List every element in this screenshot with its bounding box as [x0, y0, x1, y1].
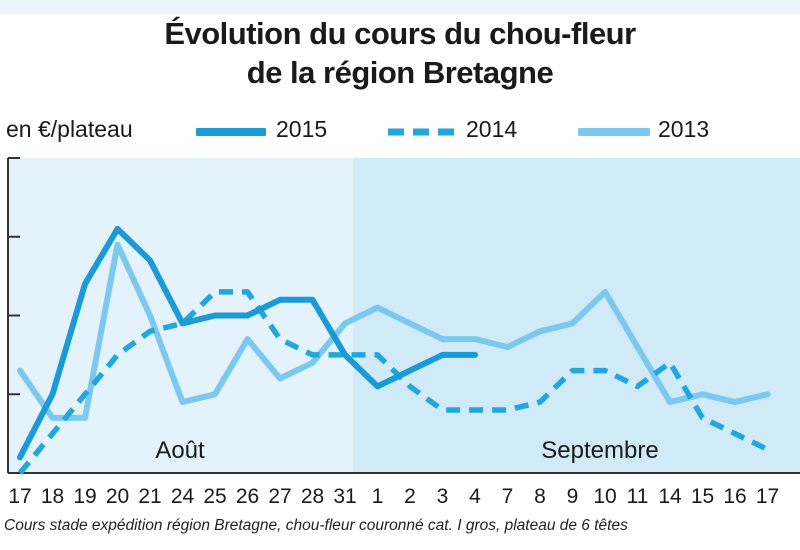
x-tick-label: 2	[404, 485, 416, 508]
legend-label-2013: 2013	[658, 116, 710, 142]
legend-swatch-2013	[578, 128, 650, 136]
legend-label-2014: 2014	[466, 116, 518, 142]
x-tick-label: 31	[333, 485, 356, 508]
x-tick-label: 1	[372, 485, 384, 508]
x-tick-label: 7	[502, 485, 514, 508]
x-tick-label: 25	[203, 485, 226, 508]
x-tick-label: 17	[756, 485, 779, 508]
x-tick-label: 20	[106, 485, 129, 508]
series-line-2013	[17, 241, 771, 421]
legend-swatch-2015	[196, 128, 266, 136]
legend-label-2015: 2015	[276, 116, 328, 142]
x-tick-label: 18	[41, 485, 64, 508]
legend: en €/plateau 2015 2014 2013	[0, 114, 800, 144]
legend-swatch-2014	[388, 128, 454, 136]
x-tick-label: 3	[437, 485, 449, 508]
x-tick-label: 14	[658, 485, 682, 508]
month-label-septembre: Septembre	[541, 437, 658, 464]
x-tick-label: 16	[723, 485, 746, 508]
series-line-2015	[17, 225, 478, 461]
x-tick-label: 27	[268, 485, 291, 508]
chart-plot-area: Août Septembre 17 18 19 20 21 24 25 26 27 28 31 1 2 3 4 7…	[7, 157, 800, 508]
x-tick-label: 8	[534, 485, 546, 508]
x-tick-label: 24	[171, 485, 195, 508]
x-tick-label: 21	[138, 485, 161, 508]
chart-footnote: Cours stade expédition région Bretagne, …	[4, 517, 628, 534]
x-tick-label: 26	[236, 485, 259, 508]
x-tick-label: 9	[567, 485, 579, 508]
x-tick-label: 10	[593, 485, 616, 508]
x-tick-label: 4	[469, 485, 481, 508]
month-label-aout: Août	[155, 437, 205, 464]
y-axis-unit-label: en €/plateau	[6, 116, 133, 142]
series-line-2014	[17, 289, 769, 475]
x-tick-label: 11	[627, 485, 649, 508]
chart-title: Évolution du cours du chou-fleur de la r…	[0, 14, 800, 92]
chart-title-line-1: Évolution du cours du chou-fleur	[164, 16, 636, 51]
x-tick-label: 15	[691, 485, 714, 508]
x-tick-label: 19	[73, 485, 96, 508]
x-tick-label: 28	[301, 485, 324, 508]
top-strip	[0, 0, 800, 14]
chart-title-line-2: de la région Bretagne	[246, 55, 554, 90]
x-tick-label: 17	[8, 485, 31, 508]
